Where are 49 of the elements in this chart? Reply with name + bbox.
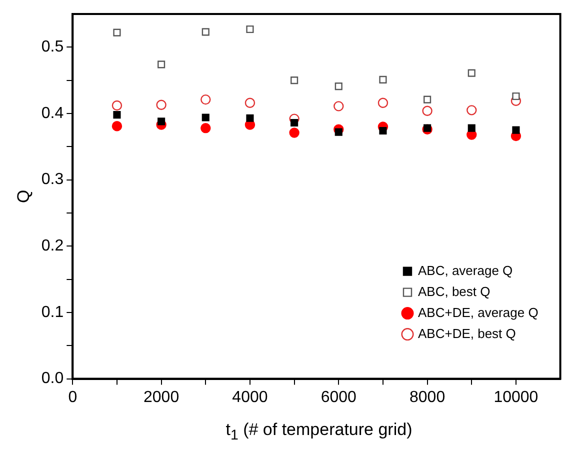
legend-label: ABC, average Q	[418, 262, 513, 278]
point	[202, 28, 210, 36]
y-tick-label: 0.4	[41, 104, 64, 122]
y-tick-label: 0.5	[41, 38, 64, 56]
point	[202, 114, 210, 122]
legend-label: ABC+DE, best Q	[418, 326, 516, 341]
point	[468, 69, 476, 77]
y-tick-label: 0.0	[41, 370, 64, 388]
x-tick-label: 0	[68, 388, 78, 406]
point	[246, 114, 254, 122]
point	[424, 124, 432, 132]
point	[158, 60, 166, 68]
point	[334, 82, 342, 90]
y-tick-label: 0.1	[41, 304, 64, 321]
point	[378, 98, 388, 108]
x-tick-label: 10000	[494, 388, 538, 406]
point	[290, 76, 298, 84]
y-tick-label: 0.3	[41, 171, 64, 188]
point	[158, 118, 166, 126]
point	[113, 28, 121, 36]
point	[468, 124, 476, 132]
legend-label: ABC+DE, average Q	[418, 304, 538, 320]
point	[422, 106, 432, 116]
x-tick-label: 2000	[144, 388, 180, 406]
x-tick-label: 8000	[410, 388, 446, 406]
point	[246, 25, 254, 34]
point	[512, 126, 520, 134]
point	[334, 101, 344, 112]
x-axis-title: t$_{1}$ (# of temperature grid)	[224, 420, 414, 444]
y-tick-label: 0.2	[41, 238, 64, 255]
point	[379, 126, 387, 135]
point	[290, 118, 298, 127]
point	[244, 98, 256, 108]
point	[466, 105, 477, 116]
point	[200, 122, 211, 134]
point	[112, 100, 122, 111]
point	[156, 100, 166, 110]
point	[113, 111, 121, 119]
y-axis-title: Q	[14, 190, 33, 204]
point	[200, 94, 211, 105]
legend-label: ABC, best Q	[418, 284, 490, 299]
point	[289, 128, 300, 138]
point	[379, 76, 387, 84]
point	[112, 120, 122, 132]
x-tick-label: 4000	[232, 388, 268, 406]
point	[512, 92, 520, 100]
x-tick-label: 6000	[320, 388, 357, 406]
point	[334, 128, 342, 136]
point	[424, 96, 432, 104]
